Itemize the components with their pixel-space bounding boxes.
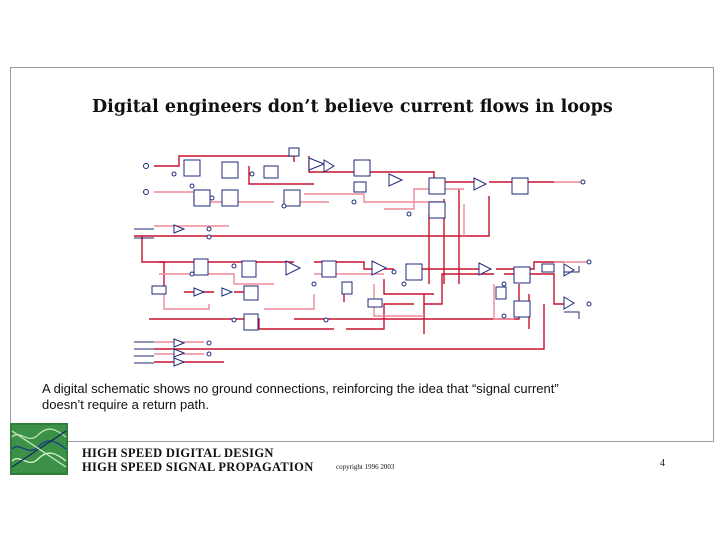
slide-caption: A digital schematic shows no ground conn…: [42, 381, 702, 413]
copyright-notice: copyright 1996 2003: [336, 463, 395, 471]
caption-line-2: doesn’t require a return path.: [42, 397, 209, 412]
footer-course-title: HIGH SPEED DIGITAL DESIGN: [82, 446, 274, 460]
page-number: 4: [660, 458, 665, 469]
slide-frame: [10, 67, 714, 442]
slide-title: Digital engineers don’t believe current …: [92, 97, 613, 117]
footer-course-subtitle: HIGH SPEED SIGNAL PROPAGATION: [82, 460, 314, 474]
waveform-logo-icon: [10, 423, 68, 475]
caption-line-1: A digital schematic shows no ground conn…: [42, 381, 559, 396]
schematic-diagram: [134, 147, 592, 367]
